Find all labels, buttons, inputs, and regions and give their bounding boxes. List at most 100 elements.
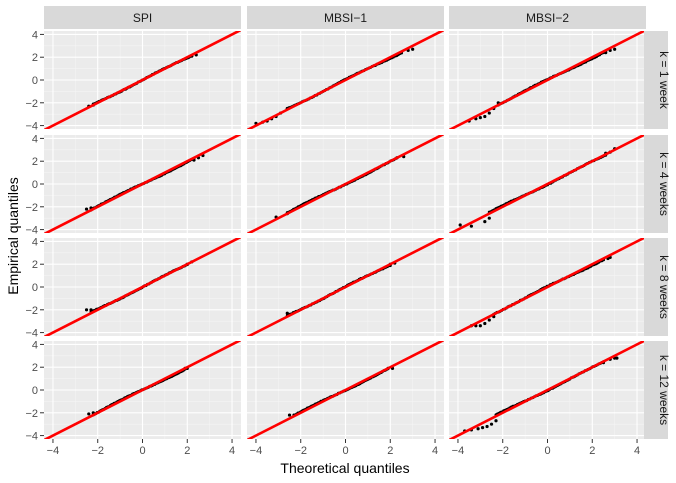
row-strip-label: k = 4 weeks (657, 152, 671, 216)
y-tick-label: 4 (32, 29, 38, 41)
y-tick-label: 2 (32, 52, 38, 64)
qq-point (613, 47, 617, 51)
qq-point (89, 308, 93, 312)
x-tick-label: 0 (342, 445, 348, 457)
y-tick-label: −2 (25, 202, 38, 214)
row-strip (644, 135, 668, 233)
x-tick-label: −2 (496, 445, 509, 457)
panel-mbsi-2-k-4-weeks (449, 135, 646, 233)
reference-line (247, 135, 444, 233)
y-tick-label: −4 (25, 121, 38, 133)
x-tick-label: −4 (47, 445, 60, 457)
column-strip-label: MBSI−2 (526, 11, 569, 25)
qq-point (615, 356, 619, 360)
column-strip-label: MBSI−1 (324, 11, 367, 25)
row-strip (644, 31, 668, 129)
qq-point (411, 47, 415, 51)
reference-line (449, 238, 646, 336)
reference-line (247, 31, 444, 129)
qq-point (483, 220, 487, 224)
column-strip-label: SPI (133, 11, 152, 25)
row-strip-label: k = 8 weeks (657, 255, 671, 319)
facet-strips: SPI MBSI−1 MBSI−2 k = 1 week k = 4 weeks k = … (44, 6, 671, 439)
qq-point (84, 207, 89, 211)
qq-point (478, 116, 482, 120)
row-strip-label: k = 12 weeks (657, 355, 671, 425)
qq-point (489, 422, 494, 426)
qq-point (487, 216, 491, 220)
column-strip (449, 6, 646, 29)
panel-mbsi-1-k-4-weeks (247, 135, 444, 233)
qq-point (478, 324, 482, 328)
y-tick-label: 4 (32, 133, 38, 145)
x-axis-title: Theoretical quantiles (280, 460, 409, 476)
row-strip (644, 341, 668, 439)
panel-spi-k-4-weeks (44, 135, 241, 233)
qq-point (494, 419, 498, 423)
y-tick-label: 4 (32, 339, 38, 351)
y-tick-label: −4 (25, 328, 38, 340)
qq-point (87, 412, 91, 416)
y-tick-label: −4 (25, 225, 38, 237)
qq-point (483, 114, 487, 119)
qq-point (287, 413, 292, 417)
y-axis-title: Empirical quantiles (5, 177, 21, 295)
qq-point (476, 427, 480, 431)
row-strip-label: k = 1 week (657, 51, 671, 110)
reference-line (44, 341, 241, 439)
y-tick-label: 0 (32, 179, 38, 191)
qq-point (487, 318, 491, 322)
reference-line (44, 238, 241, 336)
y-tick-label: −2 (25, 98, 38, 110)
column-strip (44, 6, 241, 29)
qq-point (483, 321, 487, 326)
reference-line (449, 31, 646, 129)
x-tick-label: 2 (184, 445, 190, 457)
panel-mbsi-2-k-12-weeks (449, 341, 646, 439)
panel-spi-k-1-week (44, 31, 241, 129)
panel-spi-k-8-weeks (44, 238, 241, 336)
reference-line (449, 341, 646, 439)
qq-point (458, 223, 462, 227)
x-tick-label: 4 (634, 445, 640, 457)
x-tick-label: −2 (91, 445, 104, 457)
panel-mbsi-1-k-1-week (247, 31, 444, 129)
x-tick-label: 4 (432, 445, 438, 457)
y-tick-label: 0 (32, 385, 38, 397)
x-tick-label: −2 (294, 445, 307, 457)
y-tick-label: 0 (32, 75, 38, 87)
qq-point (285, 311, 289, 315)
qq-point (487, 111, 491, 115)
y-tick-label: 0 (32, 282, 38, 294)
x-tick-label: 0 (139, 445, 145, 457)
reference-line (247, 341, 444, 439)
y-tick-label: −2 (25, 408, 38, 420)
column-strip (247, 6, 444, 29)
panel-mbsi-1-k-12-weeks (247, 341, 444, 439)
x-tick-label: 0 (544, 445, 550, 457)
reference-line (44, 31, 241, 129)
reference-line (449, 135, 646, 233)
x-tick-label: 2 (589, 445, 595, 457)
y-tick-label: 4 (32, 236, 38, 248)
y-tick-label: −2 (25, 305, 38, 317)
panel-mbsi-2-k-1-week (449, 31, 646, 129)
panel-spi-k-12-weeks (44, 341, 241, 439)
y-tick-label: 2 (32, 259, 38, 271)
row-strip (644, 238, 668, 336)
panel-mbsi-2-k-8-weeks (449, 238, 646, 336)
reference-line (247, 238, 444, 336)
x-tick-label: −4 (250, 445, 263, 457)
qq-point (469, 224, 473, 228)
qq-point (485, 424, 489, 429)
reference-line (44, 135, 241, 233)
x-tick-label: −4 (452, 445, 465, 457)
panel-mbsi-1-k-8-weeks (247, 238, 444, 336)
y-tick-label: 2 (32, 156, 38, 168)
x-tick-label: 4 (229, 445, 235, 457)
x-tick-label: 2 (387, 445, 393, 457)
y-tick-label: 2 (32, 362, 38, 374)
facet-panels (44, 31, 646, 439)
